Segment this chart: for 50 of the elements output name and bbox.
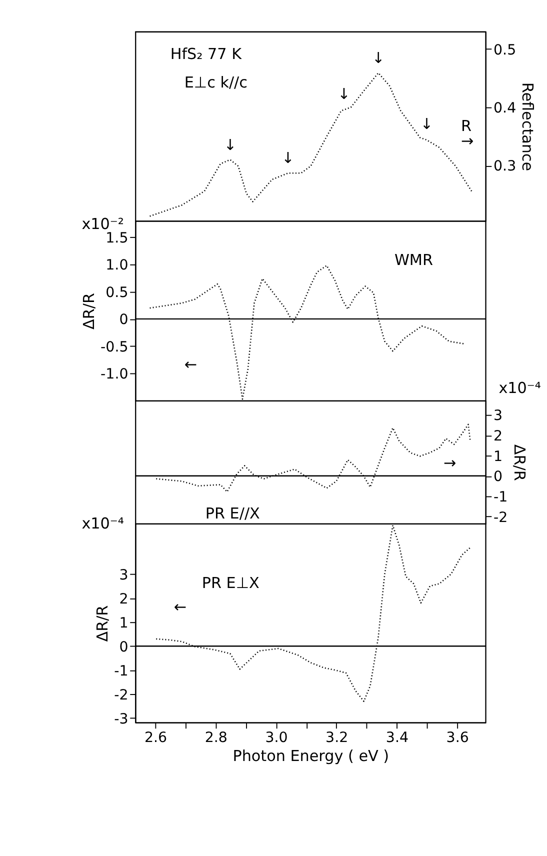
x-tick-label: 2.6 — [144, 730, 168, 746]
y-tick-label: 0 — [119, 639, 128, 656]
y-tick-label: -2 — [114, 687, 128, 704]
x-tick-label: 3.2 — [326, 730, 348, 746]
y2-tick-label: 1 — [494, 448, 503, 465]
y-tick-label: -1 — [114, 663, 128, 680]
y-tick-label: -1.0 — [100, 366, 128, 383]
y2-tick-label: -1 — [494, 489, 508, 506]
annotation: ↓ — [338, 84, 350, 103]
y2-tick-label: 0.5 — [494, 42, 516, 58]
y-tick-label: 1.0 — [106, 258, 128, 274]
text: x10⁻⁴ — [82, 514, 124, 532]
annotation: ↓ — [420, 115, 434, 134]
y2-axis-title: ΔR/R — [510, 444, 528, 482]
y2-tick-label: -2 — [494, 510, 508, 526]
x-tick-label: 3.6 — [446, 730, 469, 746]
annotation: ↓ — [224, 136, 237, 154]
annotation: ← — [184, 355, 198, 374]
y-axis-title: ΔR/R — [93, 604, 112, 642]
x-tick-label: 3.0 — [265, 730, 288, 746]
annotation: ↓ — [282, 149, 294, 168]
x-tick-label: 3.4 — [386, 730, 408, 746]
annotation: → — [443, 454, 456, 472]
annotation: PR E⊥X — [202, 574, 260, 592]
annotation: ↓ — [372, 48, 385, 67]
y-tick-label: 2 — [119, 591, 128, 608]
annotation: PR E//X — [205, 504, 260, 523]
y-tick-label: 0 — [119, 312, 128, 328]
x-axis-title: Photon Energy ( eV ) — [232, 746, 390, 765]
y-tick-label: 3 — [119, 567, 128, 584]
y-tick-label: 0.5 — [106, 284, 128, 301]
y2-tick-label: 2 — [494, 428, 503, 444]
y-axis-title: ΔR/R — [80, 292, 98, 330]
y2-tick-label: 0 — [494, 469, 503, 486]
y-tick-label: -0.5 — [100, 339, 128, 356]
annotation: WMR — [394, 251, 434, 270]
annotation: HfS₂ 77 K — [170, 45, 243, 64]
x-tick-label: 2.8 — [204, 730, 228, 746]
annotation: E⊥c k//c — [184, 73, 248, 92]
y2-tick-label: 0.4 — [494, 100, 516, 117]
y-tick-label: -3 — [114, 711, 128, 728]
annotation: ← — [174, 598, 187, 616]
annotation: R — [460, 116, 472, 135]
y2-tick-label: 3 — [494, 408, 503, 424]
line-series — [149, 72, 472, 217]
y2-tick-label: 0.3 — [494, 158, 516, 175]
text: x10⁻⁴ — [498, 379, 541, 398]
annotation: → — [460, 132, 474, 150]
y2-axis-title: Reflectance — [518, 82, 537, 172]
y-tick-label: 1 — [119, 615, 128, 632]
